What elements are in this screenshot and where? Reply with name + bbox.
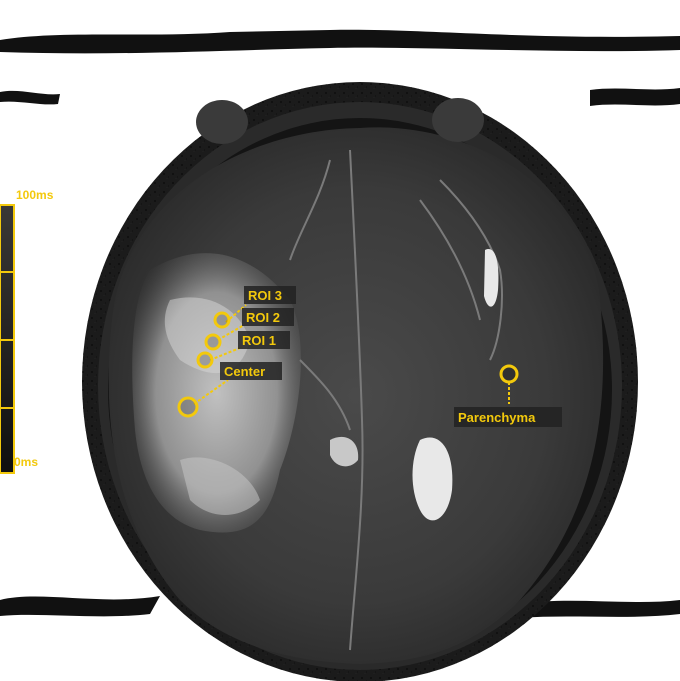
brain-structures <box>289 149 503 651</box>
roi-marker-roi2 <box>204 324 245 351</box>
roi-labels: ROI 3 ROI 2 ROI 1 Center Parenchyma <box>220 286 562 427</box>
roi-label-roi2: ROI 2 <box>246 310 280 325</box>
right-orbit <box>432 98 484 142</box>
roi-label-center: Center <box>224 364 265 379</box>
artifact-bands <box>0 29 680 618</box>
roi-marker-roi1 <box>196 347 241 369</box>
roi-label-roi3: ROI 3 <box>248 288 282 303</box>
scale-min-label: 0ms <box>14 455 38 469</box>
scale-bar: 100ms 0ms <box>0 188 54 474</box>
roi-marker-center <box>177 379 229 418</box>
roi-marker-parenchyma <box>499 364 519 404</box>
roi-markers <box>177 304 519 418</box>
roi-label-roi1: ROI 1 <box>242 333 276 348</box>
left-orbit <box>196 100 248 144</box>
roi-label-parenchyma: Parenchyma <box>458 410 536 425</box>
ventricle-bright <box>412 437 453 521</box>
scale-max-label: 100ms <box>16 188 54 202</box>
roi-marker-roi3 <box>213 304 247 329</box>
